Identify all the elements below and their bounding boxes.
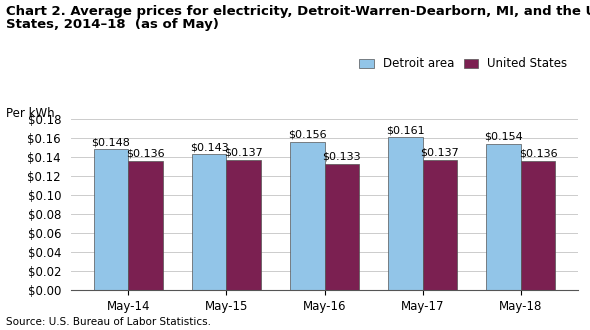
Text: $0.143: $0.143 [190, 142, 228, 152]
Text: $0.137: $0.137 [421, 148, 459, 158]
Text: $0.133: $0.133 [322, 152, 361, 162]
Bar [486, 144, 521, 290]
Bar [290, 142, 324, 290]
Bar [324, 164, 359, 290]
Text: States, 2014–18  (as of May): States, 2014–18 (as of May) [6, 18, 219, 31]
Legend: Detroit area, United States: Detroit area, United States [355, 52, 572, 75]
Text: $0.156: $0.156 [288, 130, 327, 140]
Bar [388, 137, 422, 290]
Bar [94, 149, 128, 290]
Text: $0.154: $0.154 [484, 132, 523, 142]
Text: $0.148: $0.148 [91, 137, 130, 148]
Bar [192, 154, 227, 290]
Text: $0.137: $0.137 [224, 148, 263, 158]
Text: $0.136: $0.136 [519, 149, 558, 159]
Text: $0.136: $0.136 [126, 149, 165, 159]
Bar [521, 161, 555, 290]
Text: $0.161: $0.161 [386, 125, 425, 135]
Text: Per kWh: Per kWh [6, 108, 54, 120]
Text: Source: U.S. Bureau of Labor Statistics.: Source: U.S. Bureau of Labor Statistics. [6, 317, 211, 327]
Bar [227, 160, 261, 290]
Text: Chart 2. Average prices for electricity, Detroit-Warren-Dearborn, MI, and the Un: Chart 2. Average prices for electricity,… [6, 5, 590, 18]
Bar [128, 161, 163, 290]
Bar [422, 160, 457, 290]
